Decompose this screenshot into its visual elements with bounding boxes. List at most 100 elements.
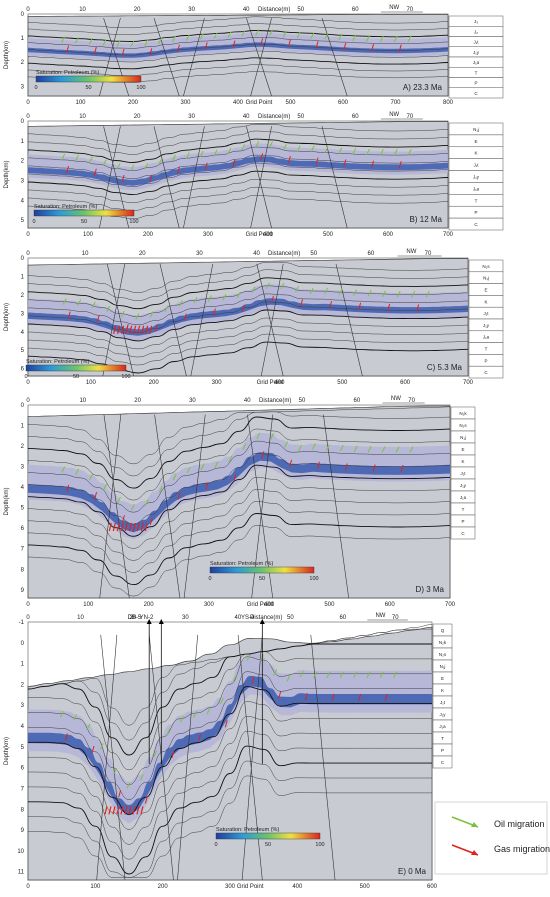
gas-migration-arrow	[66, 484, 70, 492]
oil-migration-arrow	[88, 38, 93, 45]
saturation-colorbar	[215, 832, 321, 840]
gas-migration-arrow	[149, 174, 153, 183]
distance-tick-label: 50	[287, 615, 294, 621]
grid-tick-label: 600	[427, 884, 438, 890]
strat-unit-label: J₁t	[483, 311, 489, 316]
stratigraphic-horizon	[27, 452, 451, 525]
gas-migration-arrow	[300, 299, 304, 307]
fault-line	[159, 263, 187, 377]
stratigraphic-horizon	[27, 64, 449, 76]
reservoir-saturation-band	[28, 452, 450, 533]
stratigraphic-horizon	[27, 651, 432, 771]
oil-migration-arrow	[241, 30, 246, 37]
oil-migration-arrow	[116, 163, 121, 170]
gas-migration-arrow	[278, 691, 282, 699]
oil-migration-arrow	[407, 35, 412, 42]
gas-migration-arrow	[204, 42, 208, 50]
stratigraphic-horizon	[27, 170, 449, 196]
oil-migration-arrow	[172, 154, 176, 162]
gas-migration-icon	[451, 844, 479, 856]
oil-migration-arrow	[251, 286, 256, 293]
gas-migration-arrow	[64, 733, 68, 741]
colorbar-tick-label: 0	[24, 374, 27, 380]
gas-migration-arrow	[121, 174, 125, 183]
oil-migration-arrow	[193, 711, 198, 718]
distance-tick-label: 40	[244, 398, 251, 404]
strat-unit-label: N₁j	[483, 276, 489, 281]
oil-migration-arrow	[299, 670, 304, 678]
stratigraphic-horizon	[27, 428, 451, 501]
nw-direction-label: NW	[375, 613, 385, 619]
grid-tick-label: 400	[263, 232, 274, 238]
gas-migration-arrow	[205, 482, 209, 490]
grid-tick-label: 200	[128, 100, 139, 106]
distance-tick-label: 20	[134, 7, 141, 13]
colorbar-tick-label: 50	[85, 85, 91, 91]
fault-line	[183, 126, 205, 229]
oil-migration-arrow	[166, 728, 171, 735]
strat-unit-label: J₂	[474, 29, 478, 34]
gas-migration-arrow	[67, 311, 71, 319]
reservoir-saturation-band	[28, 298, 468, 336]
distance-tick-label: 70	[406, 114, 413, 120]
grid-axis-label: Grid Point	[247, 602, 274, 608]
strat-unit-label: T	[475, 70, 478, 75]
oil-migration-arrow	[73, 714, 78, 721]
stratigraphic-horizon	[27, 325, 469, 358]
grid-tick-label: 100	[83, 232, 94, 238]
distance-tick-label: 10	[79, 7, 86, 13]
stratigraphic-horizon	[27, 30, 449, 42]
oil-migration-arrow	[144, 39, 149, 46]
stratigraphic-horizon	[27, 285, 469, 317]
strat-unit-label: J₁a	[473, 60, 480, 65]
strat-unit-label: J₁y	[483, 323, 490, 328]
oil-migration-arrow	[149, 311, 154, 318]
depth-tick-label: 5	[21, 348, 25, 354]
distance-tick-label: 20	[134, 114, 141, 120]
oil-migration-arrow	[200, 463, 205, 471]
oil-migration-arrow	[91, 301, 96, 309]
well-name-label: DB-5	[128, 615, 142, 621]
oil-migration-arrow	[116, 40, 121, 47]
depth-tick-label: 5	[21, 218, 25, 224]
grid-tick-label: 700	[463, 380, 474, 386]
distance-tick-label: 70	[425, 251, 432, 257]
fault-line	[154, 414, 181, 599]
grid-tick-label: 100	[90, 884, 101, 890]
gas-migration-arrow	[176, 44, 180, 52]
distance-tick-label: 10	[79, 114, 86, 120]
oil-migration-arrow	[338, 288, 343, 296]
fault-line	[246, 18, 272, 97]
oil-migration-arrow	[395, 446, 400, 453]
distance-tick-label: 50	[310, 251, 317, 257]
gas-migration-arrow	[149, 517, 153, 525]
gas-migration-arrow	[371, 160, 375, 168]
gas-migration-arrow	[145, 325, 149, 334]
grid-tick-label: 200	[149, 380, 160, 386]
grid-tick-label: 700	[445, 602, 456, 608]
strat-unit-label: J₁t	[460, 471, 466, 476]
distance-tick-label: 30	[188, 114, 195, 120]
grid-tick-label: 100	[83, 602, 94, 608]
grid-tick-label: 200	[158, 884, 169, 890]
gas-migration-arrow	[91, 745, 95, 754]
oil-migration-arrow	[325, 444, 330, 451]
depth-tick-label: 5	[21, 745, 25, 751]
strat-unit-label: T	[441, 736, 444, 741]
stratigraphic-horizon	[27, 162, 449, 187]
colorbar-title: Saturation: Petroleum (%)	[34, 204, 97, 210]
gas-migration-arrow	[416, 304, 420, 312]
depth-tick-label: 1	[21, 36, 25, 42]
distance-tick-label: 10	[82, 251, 89, 257]
distance-tick-label: 60	[352, 7, 359, 13]
depth-tick-label: 1	[21, 662, 25, 668]
gas-migration-arrow	[270, 295, 274, 303]
gas-migration-arrow	[400, 464, 404, 473]
grid-tick-label: 700	[390, 100, 401, 106]
strat-unit-label: J₁t	[440, 700, 446, 705]
oil-migration-arrow	[185, 34, 190, 41]
gas-migration-arrow	[171, 750, 175, 758]
colorbar-tick-label: 100	[129, 219, 138, 225]
depth-tick-label: 1	[21, 139, 25, 145]
